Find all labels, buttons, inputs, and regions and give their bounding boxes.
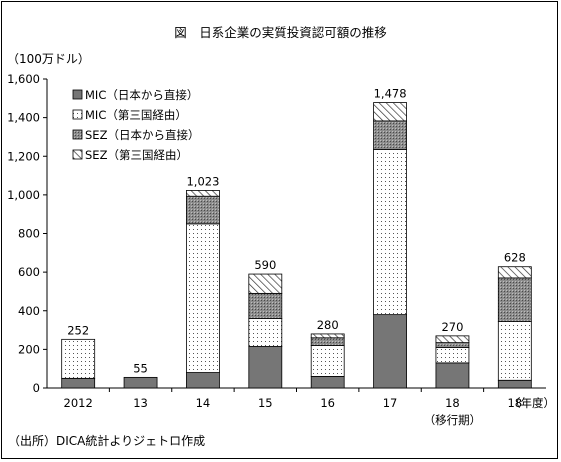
x-axis-label: （年度）	[509, 396, 555, 410]
bar-segment	[310, 337, 345, 346]
y-tick-label: 800	[18, 227, 40, 241]
bar-segment	[435, 347, 470, 364]
bar-segment	[186, 223, 220, 373]
bar-segment	[435, 342, 470, 348]
bar-segment	[373, 102, 407, 122]
bar-total-label: 280	[317, 318, 339, 332]
y-tick-label: 1,000	[7, 188, 40, 202]
bar-segment	[186, 195, 220, 225]
legend-swatch	[72, 89, 83, 100]
y-tick-label: 1,400	[7, 111, 40, 125]
x-tick-label: 14	[196, 396, 211, 410]
bar-total-label: 252	[67, 323, 89, 337]
bar-segment	[248, 318, 283, 347]
bar-total-label: 270	[441, 320, 463, 334]
bar-segment	[248, 346, 283, 389]
bar-segment	[310, 345, 345, 377]
y-tick-label: 1,600	[7, 72, 40, 86]
source-note: （出所）DICA統計よりジェトロ作成	[8, 434, 206, 448]
x-tick-label: 13	[133, 396, 148, 410]
x-tick-sublabel: （移行期）	[424, 413, 482, 427]
bar-total-label: 628	[504, 251, 526, 265]
bar-segment	[497, 320, 532, 381]
bar-segment	[248, 273, 283, 294]
bar-total-label: 1,478	[374, 87, 407, 101]
bar-total-label: 55	[133, 361, 148, 375]
legend-swatch	[72, 149, 83, 160]
x-tick-label: 18	[507, 396, 522, 410]
bar-segment	[123, 376, 158, 389]
bar-total-label: 1,023	[186, 174, 219, 188]
bar-segment	[186, 372, 220, 389]
x-tick-label: 16	[320, 396, 335, 410]
bar-segment	[435, 335, 470, 344]
bar-segment	[497, 266, 532, 279]
y-tick-label: 0	[33, 381, 40, 395]
legend-label: MIC（日本から直接）	[85, 88, 198, 102]
y-tick-label: 400	[18, 304, 40, 318]
bar-segment	[497, 277, 532, 322]
bar-segment	[373, 120, 407, 150]
y-tick-label: 200	[18, 342, 40, 356]
legend-swatch	[72, 129, 83, 140]
x-tick-label: 2012	[64, 396, 93, 410]
y-axis-unit-label: （100万ドル）	[7, 52, 90, 66]
legend-label: SEZ（第三国経由）	[85, 148, 188, 162]
bar-segment	[310, 376, 345, 389]
bar-total-label: 590	[254, 258, 276, 272]
bar-segment	[186, 190, 220, 197]
x-tick-label: 15	[258, 396, 273, 410]
bar-segment	[373, 149, 407, 316]
bar-segment	[435, 362, 470, 389]
x-tick-label: 17	[383, 396, 398, 410]
bar-segment	[248, 292, 283, 319]
chart-title: 図 日系企業の実質投資認可額の推移	[174, 25, 387, 40]
bar-segment	[497, 379, 532, 389]
bar-segment	[61, 377, 96, 389]
bar-segment	[61, 338, 96, 379]
legend-swatch	[72, 109, 83, 120]
bar-segment	[310, 333, 345, 339]
legend-label: SEZ（日本から直接）	[85, 128, 199, 142]
y-tick-label: 600	[18, 265, 40, 279]
legend-label: MIC（第三国経由）	[85, 108, 187, 122]
bar-segment	[373, 314, 407, 389]
y-tick-label: 1,200	[7, 149, 40, 163]
x-tick-label: 18	[445, 396, 460, 410]
